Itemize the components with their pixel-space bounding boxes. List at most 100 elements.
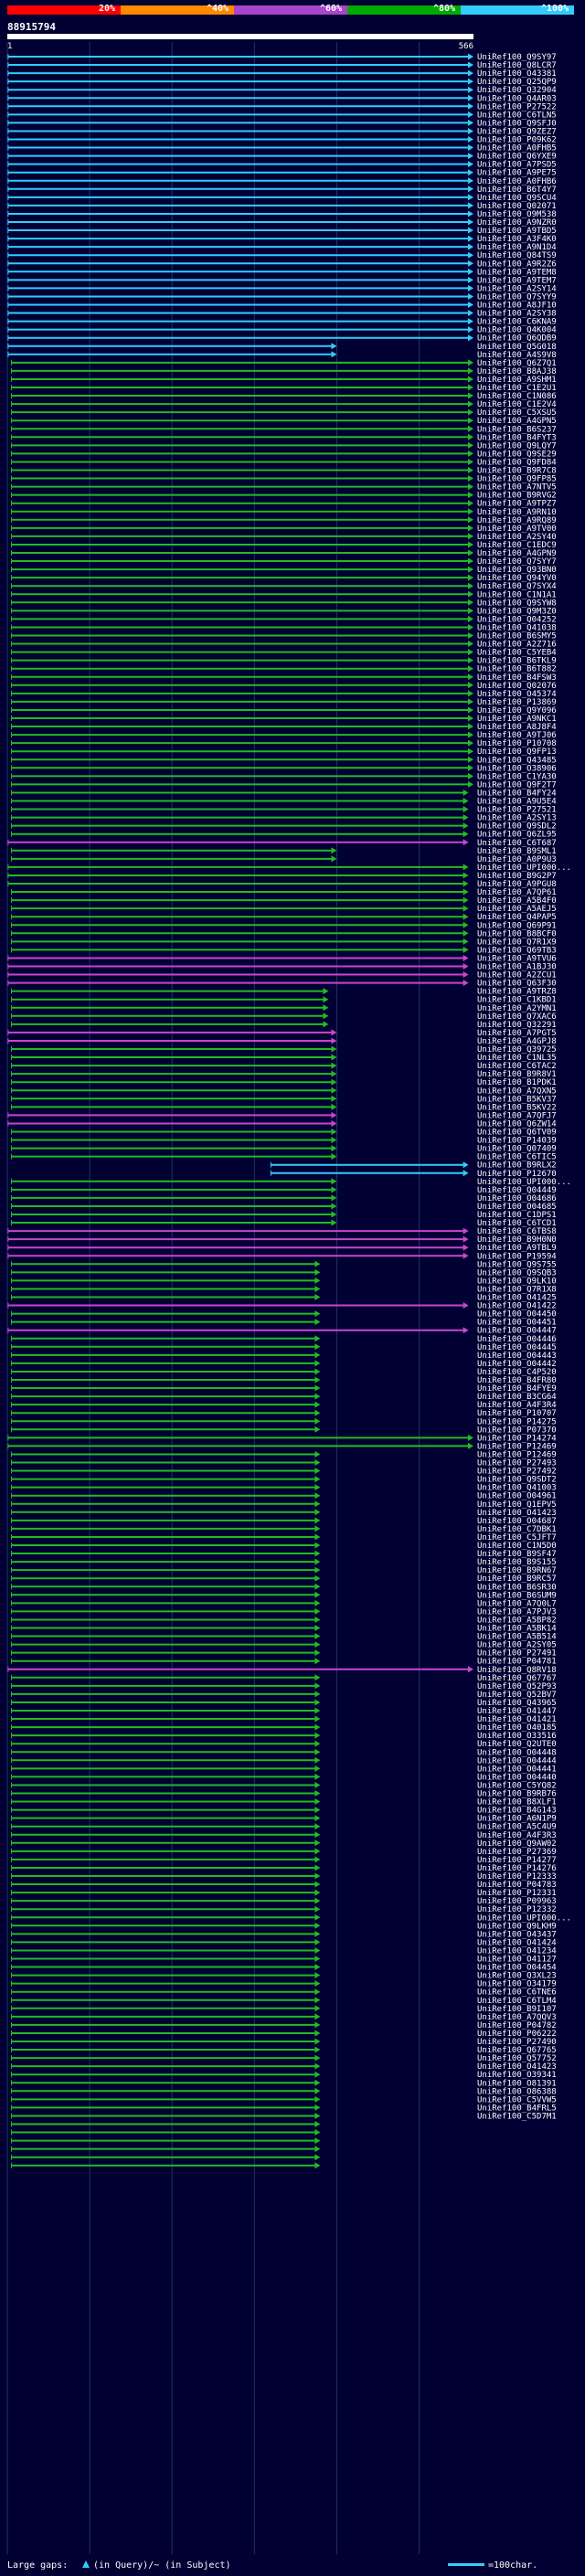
hit-row[interactable]: UniRef100_Q9LQY7 <box>12 441 557 451</box>
hit-row[interactable]: UniRef100_C1E2V4 <box>12 400 557 409</box>
hit-row[interactable]: UniRef100_Q9SQB3 <box>12 1268 557 1277</box>
hit-row[interactable]: UniRef100_B5KV37 <box>12 1095 557 1104</box>
hit-row[interactable]: UniRef100_C6TCD1 <box>12 1219 557 1228</box>
hit-row[interactable]: UniRef100_Q63F30 <box>8 980 557 989</box>
hit-row[interactable]: UniRef100_O9M538 <box>8 210 557 219</box>
hit-row[interactable]: UniRef100_C5YEB4 <box>12 649 557 658</box>
hit-row[interactable]: UniRef100_Q8LCR7 <box>8 61 557 70</box>
hit-row[interactable]: UniRef100_B9SF47 <box>12 1550 557 1559</box>
hit-row[interactable]: UniRef100_Q43965 <box>12 1699 557 1708</box>
hit-row[interactable]: UniRef100_O04441 <box>12 1765 557 1774</box>
hit-row[interactable]: UniRef100_C1E2U1 <box>12 384 557 393</box>
hit-row[interactable]: UniRef100_O04442 <box>12 1360 557 1369</box>
hit-row[interactable]: UniRef100_C1DPS1 <box>12 1211 557 1220</box>
hit-row[interactable]: UniRef100_Q9LK10 <box>12 1277 557 1286</box>
hit-row[interactable]: UniRef100_Q9LKH9 <box>12 1922 557 1931</box>
hit-row[interactable]: UniRef100_P14274 <box>8 1434 557 1443</box>
hit-row[interactable]: UniRef100_A9N1D4 <box>8 243 557 252</box>
hit-row[interactable]: UniRef100_A4GPN5 <box>12 417 557 426</box>
hit-row[interactable]: UniRef100_A7NTV5 <box>12 483 557 493</box>
hit-row[interactable]: UniRef100_A2ZCU1 <box>8 971 557 981</box>
hit-row[interactable]: UniRef100_B9S155 <box>12 1558 557 1567</box>
hit-row[interactable]: UniRef100_A7PGT5 <box>8 1029 557 1038</box>
hit-row[interactable]: UniRef100_O41425 <box>12 1294 557 1303</box>
hit-row[interactable]: UniRef100_P27521 <box>12 806 557 815</box>
hit-row[interactable]: UniRef100_A5BK14 <box>12 1625 557 1634</box>
hit-row[interactable]: UniRef100_Q9SDT2 <box>12 1476 557 1485</box>
hit-row[interactable]: UniRef100_O41234 <box>12 1946 557 1956</box>
hit-row[interactable]: UniRef100_A7QQV3 <box>12 2013 557 2022</box>
hit-row[interactable]: UniRef100_P14277 <box>12 1856 557 1865</box>
hit-row[interactable]: UniRef100_O04451 <box>12 1319 557 1328</box>
hit-row[interactable]: UniRef100_P19594 <box>8 1252 557 1261</box>
hit-row[interactable]: UniRef100_B4G143 <box>12 1807 557 1816</box>
hit-row[interactable]: UniRef100_B6TKL9 <box>12 657 557 666</box>
hit-row[interactable]: UniRef100_Q41038 <box>12 623 557 632</box>
hit-row[interactable]: UniRef100_Q4AR03 <box>8 94 557 103</box>
hit-row[interactable]: UniRef100_B9RB76 <box>12 1790 557 1799</box>
hit-row[interactable]: UniRef100_O04454 <box>12 1964 557 1973</box>
hit-row[interactable]: UniRef100_A5BP82 <box>12 1616 557 1625</box>
hit-row[interactable]: UniRef100_Q32291 <box>12 1021 557 1030</box>
hit-row[interactable]: UniRef100_P27369 <box>12 1848 557 1857</box>
hit-row[interactable]: UniRef100_P27491 <box>12 1649 557 1659</box>
hit-row[interactable] <box>12 2129 321 2136</box>
hit-label[interactable]: UniRef100_C5D7M1 <box>477 2112 557 2121</box>
hit-row[interactable]: UniRef100_O43437 <box>12 1930 557 1939</box>
hit-row[interactable]: UniRef100_Q39725 <box>12 1045 557 1055</box>
hit-row[interactable]: UniRef100_O04687 <box>12 1517 557 1526</box>
hit-row[interactable]: UniRef100_Q1EPV5 <box>12 1500 557 1510</box>
hit-row[interactable]: UniRef100_A2SY38 <box>8 310 557 319</box>
hit-row[interactable]: UniRef100_P04783 <box>12 1881 557 1890</box>
hit-row[interactable]: UniRef100_O41447 <box>12 1707 557 1716</box>
hit-row[interactable]: UniRef100_B6SUM9 <box>12 1591 557 1600</box>
hit-row[interactable]: UniRef100_O04447 <box>8 1327 557 1336</box>
hit-row[interactable]: UniRef100_O41423 <box>12 1509 557 1518</box>
hit-row[interactable]: UniRef100_O81391 <box>12 2079 557 2088</box>
hit-row[interactable]: UniRef100_A5AEJ5 <box>12 905 557 914</box>
hit-row[interactable]: UniRef100_A3F4K0 <box>8 235 557 244</box>
hit-row[interactable]: UniRef100_A7QP61 <box>12 888 557 897</box>
hit-row[interactable]: UniRef100_O40185 <box>12 1723 557 1733</box>
hit-row[interactable]: UniRef100_Q52BV7 <box>12 1691 557 1700</box>
hit-row[interactable]: UniRef100_B9R8V1 <box>12 1070 557 1079</box>
hit-row[interactable]: UniRef100_P09963 <box>12 1897 557 1906</box>
hit-row[interactable]: UniRef100_A9TEM8 <box>8 268 557 277</box>
hit-row[interactable]: UniRef100_Q69P91 <box>12 921 557 930</box>
hit-row[interactable]: UniRef100_P14275 <box>12 1417 557 1426</box>
hit-row[interactable]: UniRef100_Q9FP85 <box>12 475 557 484</box>
hit-row[interactable]: UniRef100_A9PE75 <box>8 169 557 178</box>
hit-row[interactable]: UniRef100_B6T882 <box>12 665 557 674</box>
hit-row[interactable]: UniRef100_A9U5E4 <box>12 798 557 807</box>
hit-row[interactable]: UniRef100_A9RQ89 <box>12 516 557 525</box>
hit-row[interactable]: UniRef100_O39341 <box>12 2071 557 2080</box>
hit-row[interactable]: UniRef100_Q9S755 <box>12 1260 557 1269</box>
hit-row[interactable]: UniRef100_O34179 <box>12 1980 557 1989</box>
hit-row[interactable]: UniRef100_C6KNA9 <box>8 318 557 327</box>
hit-row[interactable]: UniRef100_O45374 <box>12 690 557 699</box>
hit-row[interactable]: UniRef100_Q7R1X8 <box>12 1285 557 1294</box>
hit-row[interactable]: UniRef100_O41424 <box>12 1938 557 1947</box>
hit-row[interactable]: UniRef100_B6SR30 <box>12 1583 557 1592</box>
hit-row[interactable]: UniRef100_P04782 <box>12 2021 557 2030</box>
hit-row[interactable]: UniRef100_A9NKC1 <box>12 715 557 724</box>
hit-row[interactable]: UniRef100_Q67765 <box>12 2046 557 2055</box>
hit-row[interactable]: UniRef100_B1PDK1 <box>12 1078 557 1087</box>
hit-row[interactable]: UniRef100_A0P9U3 <box>12 855 557 864</box>
hit-row[interactable]: UniRef100_B4FY24 <box>12 789 557 798</box>
hit-row[interactable]: UniRef100_C5JFT7 <box>12 1533 557 1542</box>
hit-row[interactable]: UniRef100_A9NZR0 <box>8 218 557 228</box>
hit-row[interactable]: UniRef100_Q9SY97 <box>8 53 557 62</box>
hit-row[interactable]: UniRef100_Q84TS9 <box>8 251 557 260</box>
hit-row[interactable]: UniRef100_P12469 <box>8 1442 557 1451</box>
hit-row[interactable]: UniRef100_B9RC57 <box>12 1574 557 1584</box>
hit-row[interactable]: UniRef100_A9SHM1 <box>12 376 557 385</box>
hit-row[interactable]: UniRef100_B9SML1 <box>12 847 557 856</box>
hit-row[interactable]: UniRef100_P12331 <box>12 1889 557 1898</box>
hit-row[interactable]: UniRef100_A7Q0L7 <box>12 1599 557 1608</box>
hit-row[interactable]: UniRef100_A7QFJ7 <box>8 1111 557 1120</box>
hit-row[interactable]: UniRef100_Q3XL23 <box>12 1972 557 1981</box>
hit-row[interactable]: UniRef100_Q7SYY9 <box>8 292 557 302</box>
hit-row[interactable]: UniRef100_B8BCF0 <box>12 929 557 938</box>
hit-row[interactable] <box>12 2162 321 2168</box>
